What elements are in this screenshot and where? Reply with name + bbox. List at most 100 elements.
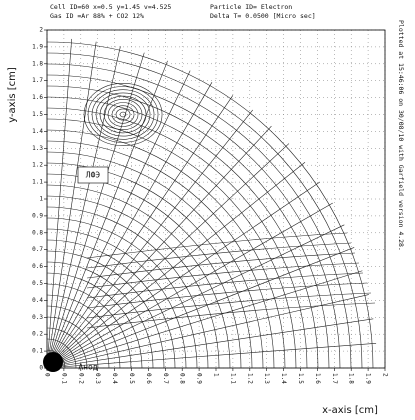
x-tick-label: 0.8 <box>179 373 186 384</box>
equipotential <box>46 327 88 369</box>
x-tick-label: 1.2 <box>246 373 253 384</box>
drift-line <box>46 52 145 369</box>
drift-line <box>46 82 213 369</box>
drift-line <box>46 143 290 369</box>
equipotential <box>46 118 297 369</box>
header-line: Cell ID=60 x=0.5 y=1.45 v=4.525 <box>50 3 171 11</box>
y-tick-label: 1.6 <box>32 94 43 101</box>
drift-line <box>46 202 333 369</box>
drift-line <box>86 282 368 309</box>
equipotential <box>46 206 209 369</box>
drift-line <box>46 162 306 369</box>
lfe-contour <box>91 89 155 140</box>
x-tick-label: 1.8 <box>348 373 355 384</box>
x-tick-label: 0.6 <box>145 373 152 384</box>
drift-line <box>86 302 376 329</box>
equipotential <box>46 228 187 369</box>
y-tick-label: 1.1 <box>32 179 43 186</box>
drift-line <box>86 292 372 319</box>
y-tick-label: 1.4 <box>32 128 43 135</box>
annotation: ЛФЭ <box>86 171 101 180</box>
x-tick-label: 1.3 <box>263 373 270 384</box>
lfe-contour <box>103 99 143 131</box>
x-tick-label: 1 <box>213 373 220 377</box>
x-axis-label: x-axis [cm] <box>322 405 378 416</box>
equipotential <box>46 63 352 369</box>
x-tick-label: 0.2 <box>77 373 84 384</box>
lfe-contour <box>99 95 147 134</box>
equipotential <box>46 195 220 369</box>
equipotential <box>46 250 165 369</box>
lfe-contour <box>119 111 127 118</box>
drift-line <box>46 343 377 369</box>
x-tick-label: 1.5 <box>297 373 304 384</box>
drift-line <box>46 41 97 369</box>
equipotential <box>46 52 363 369</box>
drift-line <box>46 247 355 369</box>
drift-line <box>46 224 345 369</box>
x-tick-label: 0.4 <box>111 373 118 384</box>
equipotential <box>46 85 330 369</box>
x-tick-label: 0.9 <box>196 373 203 384</box>
y-tick-label: 1.7 <box>32 77 43 84</box>
lfe-contour <box>87 86 159 143</box>
header-line: Gas ID =Ar 88% + CO2 12% <box>50 12 144 20</box>
y-tick-label: 1.3 <box>32 145 43 152</box>
x-tick-label: 0.5 <box>128 373 135 384</box>
drift-line <box>46 318 374 369</box>
side-note: Plotted at 15:46:06 on 30/08/10 with Gar… <box>397 20 405 251</box>
equipotential <box>46 316 99 369</box>
y-tick-label: 0.9 <box>32 212 43 219</box>
lfe-contour <box>111 105 135 124</box>
drift-line <box>46 38 72 369</box>
drift-line <box>86 272 364 299</box>
equipotential <box>46 272 143 369</box>
header-line: Particle ID= Electron <box>210 3 292 11</box>
drift-line <box>86 232 348 259</box>
y-tick-label: 0.4 <box>32 297 43 304</box>
y-tick-label: 0.5 <box>32 280 43 287</box>
y-tick-label: 0.2 <box>32 331 43 338</box>
drift-line <box>46 270 363 369</box>
x-tick-label: 1.4 <box>280 373 287 384</box>
drift-line <box>46 109 253 369</box>
drift-line <box>86 262 360 289</box>
lfe-contour <box>107 102 139 127</box>
drift-line <box>86 242 352 269</box>
x-tick-label: 1.7 <box>331 373 338 384</box>
header-line: Delta T= 0.0500 [Micro sec] <box>210 12 316 20</box>
y-tick-label: 0.1 <box>32 348 43 355</box>
lfe-contour <box>83 83 163 147</box>
y-tick-label: 1.9 <box>32 43 43 50</box>
y-tick-label: 0.8 <box>32 229 43 236</box>
annotation-box <box>77 166 109 184</box>
x-tick-label: 0.3 <box>94 373 101 384</box>
x-tick-label: 1.9 <box>365 373 372 384</box>
equipotential <box>46 338 77 369</box>
y-tick-label: 2 <box>39 27 43 34</box>
y-tick-label: 1 <box>39 196 43 203</box>
equipotential <box>46 74 341 369</box>
x-tick-label: 1.6 <box>314 373 321 384</box>
y-tick-label: 0.3 <box>32 314 43 321</box>
drift-line <box>86 252 356 279</box>
equipotential <box>46 217 198 369</box>
drift-line <box>46 181 320 369</box>
y-tick-label: 0 <box>39 365 43 372</box>
drift-line <box>46 70 191 369</box>
equipotential <box>46 107 308 369</box>
equipotential <box>46 239 176 369</box>
drift-line <box>46 95 234 369</box>
equipotential <box>46 261 154 369</box>
x-tick-label: 0 <box>44 373 51 377</box>
x-tick-label: 0.1 <box>60 373 67 384</box>
lfe-contour <box>95 92 151 137</box>
anode <box>43 352 63 372</box>
drift-line <box>46 60 168 369</box>
drift-line <box>46 294 369 369</box>
drift-line <box>46 46 121 369</box>
drift-line <box>46 125 272 369</box>
x-tick-label: 2 <box>382 373 389 377</box>
y-tick-label: 1.5 <box>32 111 43 118</box>
